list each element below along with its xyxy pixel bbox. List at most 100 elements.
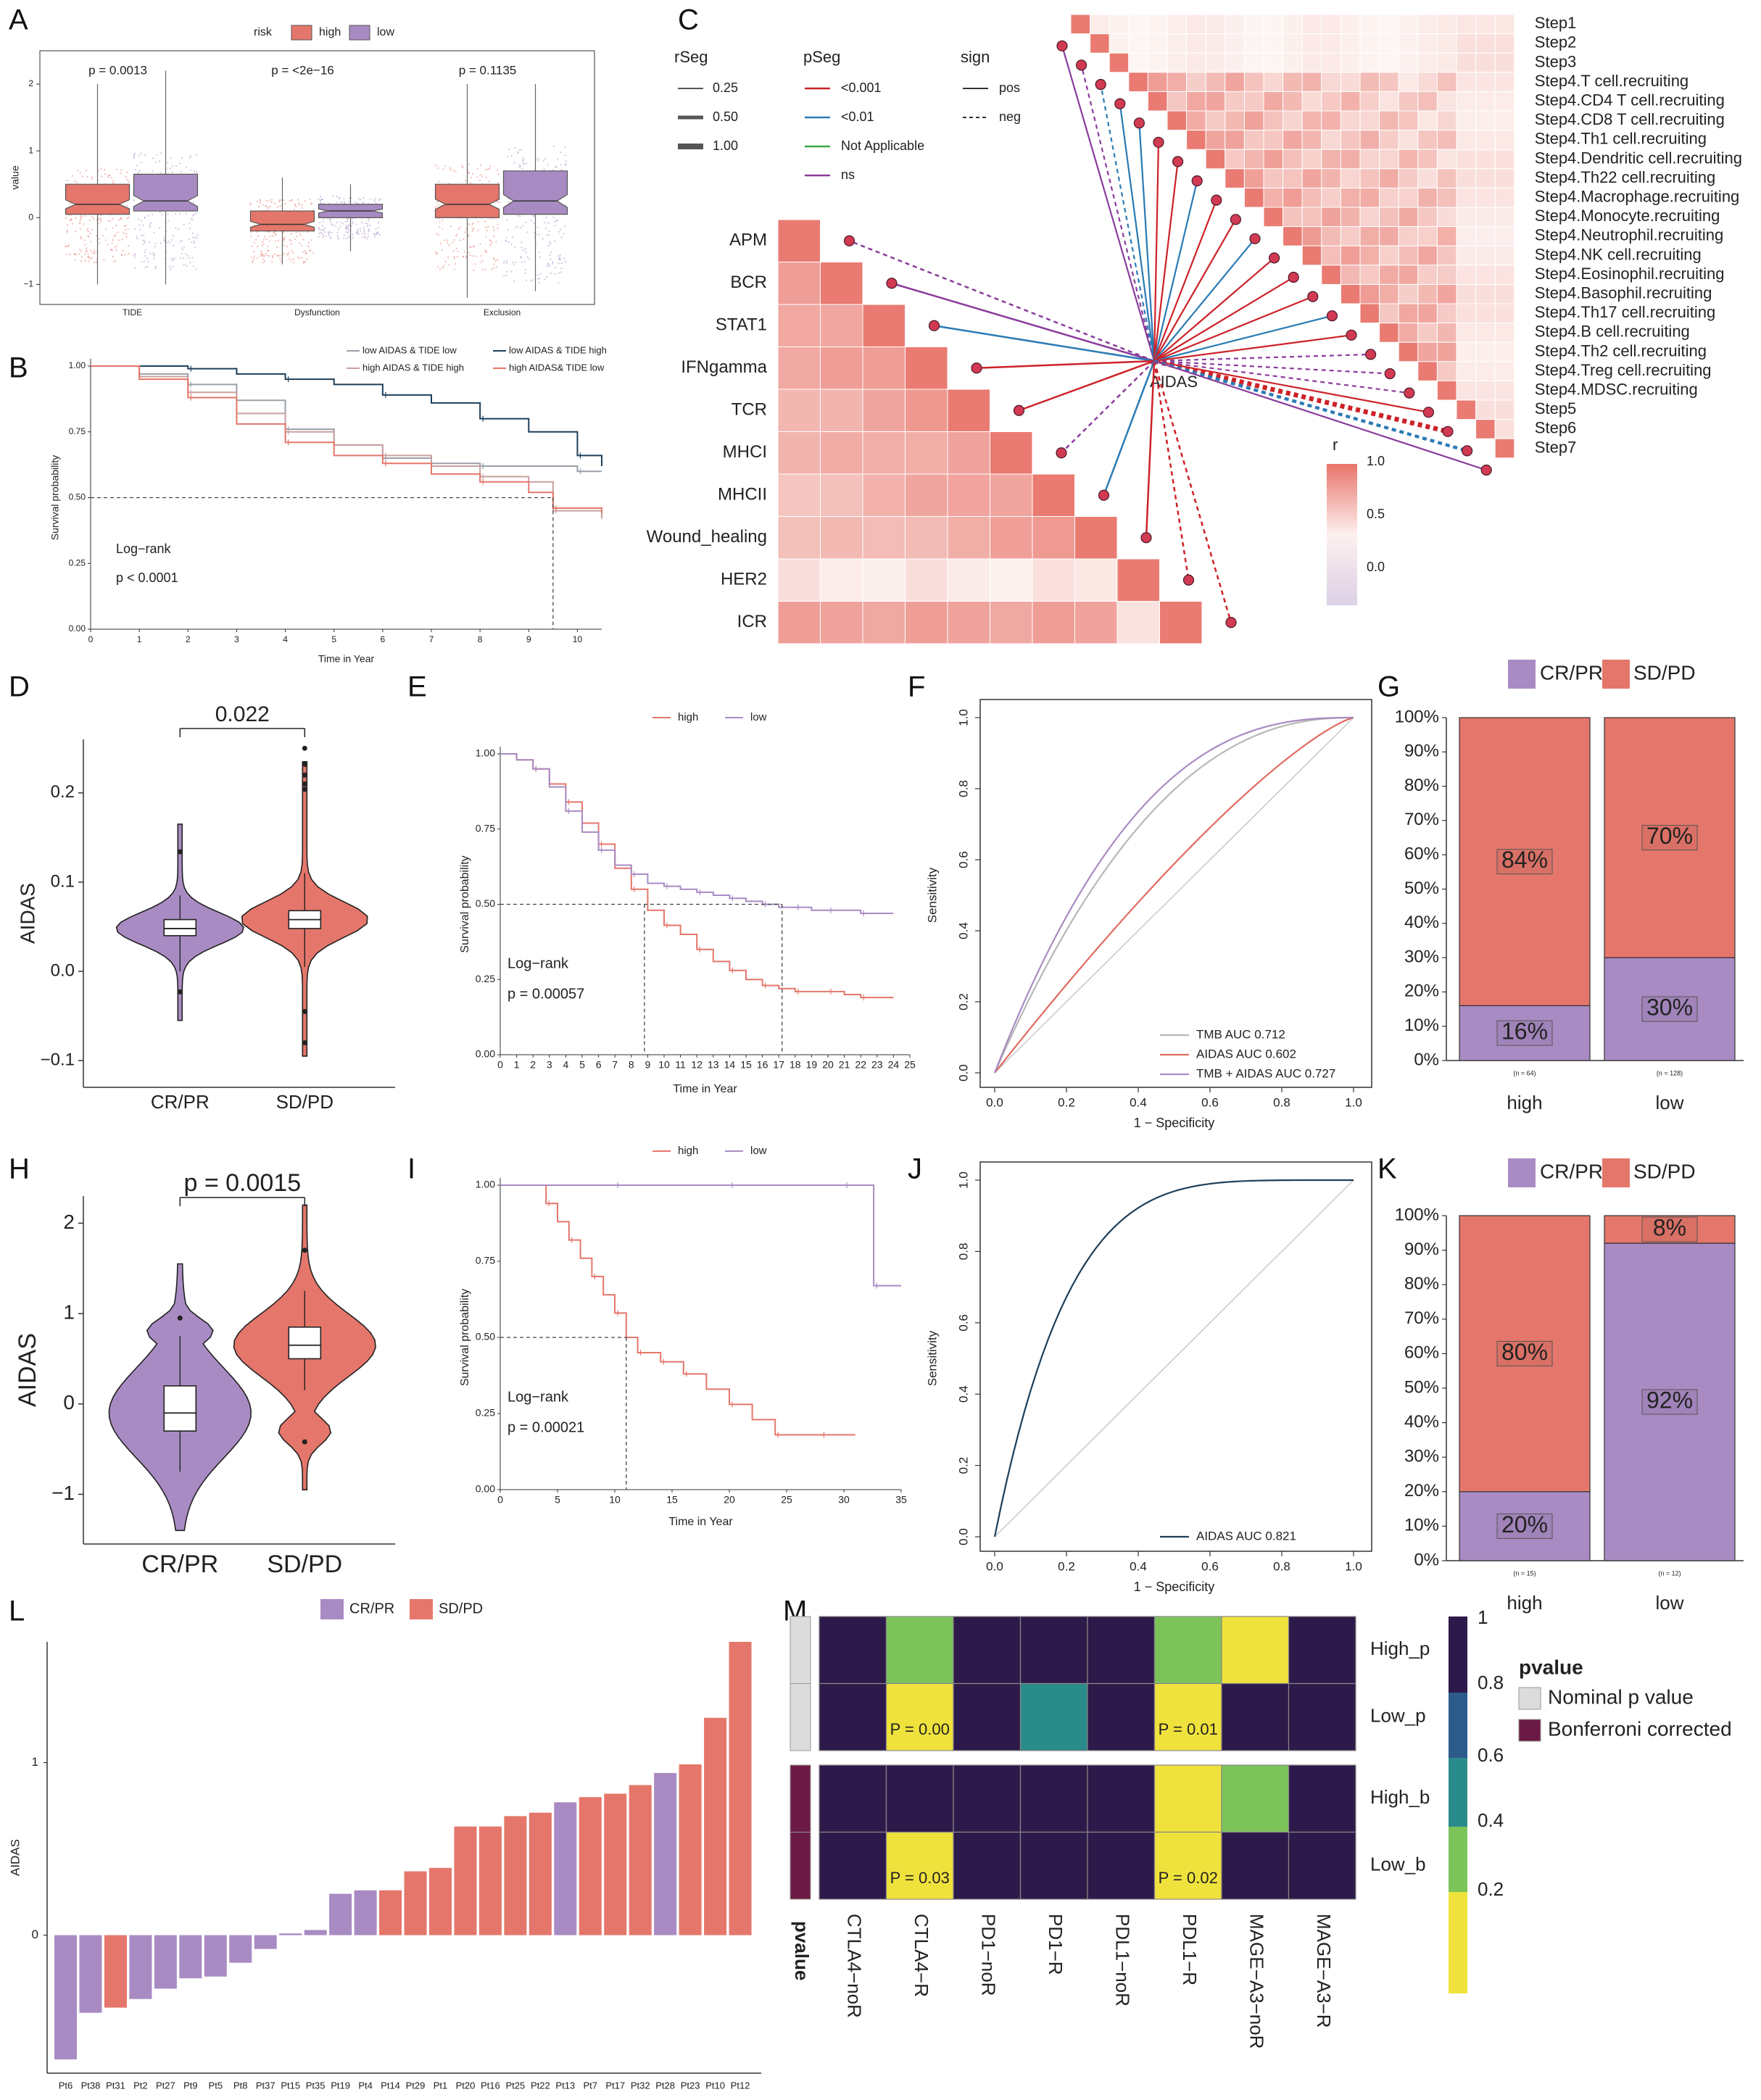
panel-a-jitter-point (328, 234, 330, 236)
panel-a-jitter-point (158, 227, 161, 229)
panel-e-xlabel: Time in Year (673, 1083, 737, 1095)
panel-a-jitter-point (195, 268, 197, 270)
panel-a-jitter-point (193, 242, 195, 244)
panel-f-xtick-label: 0.8 (1273, 1095, 1290, 1109)
panel-a-jitter-point (548, 265, 550, 267)
panel-c-right-cell (1321, 168, 1341, 188)
panel-a-jitter-point (522, 162, 524, 165)
panel-a-jitter-point (277, 239, 280, 242)
panel-c-right-cell (1379, 168, 1399, 188)
panel-c-right-cell (1456, 52, 1477, 73)
panel-c-right-cell (1340, 283, 1361, 304)
panel-a-jitter-point (320, 200, 322, 202)
panel-a-jitter-point (257, 235, 260, 238)
panel-c-right-cell (1475, 33, 1496, 54)
panel-c-right-link-node (1211, 194, 1222, 206)
panel-c-right-cell (1359, 245, 1380, 266)
panel-a-jitter-point (381, 209, 383, 212)
panel-a-jitter-point (146, 257, 149, 260)
panel-a-jitter-point (80, 260, 83, 262)
panel-d-pvalue: 0.022 (215, 702, 270, 726)
panel-m-row-label: High_b (1370, 1786, 1430, 1808)
panel-a-jitter-point (530, 280, 532, 282)
panel-a-jitter-point (508, 148, 510, 151)
panel-c-right-cell (1379, 72, 1399, 92)
panel-a-jitter-point (480, 254, 483, 257)
panel-m-legend-swatch-bonferroni (1518, 1719, 1541, 1742)
panel-c-left-link (849, 240, 1155, 362)
panel-a-jitter-point (195, 212, 197, 215)
panel-a-jitter-point (302, 238, 304, 241)
panel-c-right-cell (1398, 130, 1419, 150)
panel-a-jitter-point (361, 236, 363, 238)
panel-a-jitter-point (120, 217, 122, 220)
panel-d-ylabel: AIDAS (16, 883, 38, 944)
panel-a-jitter-point (251, 245, 253, 247)
panel-a-jitter-point (491, 242, 493, 244)
panel-b-ytick-label: 0.75 (69, 426, 86, 436)
panel-a-jitter-point (269, 235, 271, 237)
panel-a-jitter-point (469, 254, 471, 257)
panel-a-jitter-point (182, 249, 184, 251)
panel-a-jitter-point (133, 155, 136, 157)
panel-a-jitter-point (357, 228, 359, 231)
panel-b-xtick-label: 4 (283, 634, 288, 644)
panel-a-jitter-point (376, 233, 378, 235)
panel-d-xtick-label: SD/PD (276, 1091, 333, 1113)
panel-c-right-cell (1379, 245, 1399, 266)
panel-a-jitter-point (559, 254, 561, 257)
panel-c-left-cell (905, 558, 948, 602)
panel-k-bar-crpr (1459, 1491, 1591, 1561)
panel-a-jitter-point (558, 258, 560, 260)
panel-i-xlabel: Time in Year (668, 1516, 733, 1528)
panel-c-left-label: HER2 (721, 570, 767, 589)
panel-c-right-label: Step5 (1535, 399, 1577, 418)
panel-m-row-annotation (790, 1616, 811, 1684)
panel-a-jitter-point (112, 180, 115, 182)
panel-a-jitter-point (123, 232, 125, 234)
panel-m-col-label: PD1−noR (977, 1914, 999, 1996)
panel-a-jitter-point (484, 169, 487, 171)
panel-e-ytick-label: 0.75 (476, 822, 495, 834)
panel-a-jitter-point (69, 253, 71, 256)
panel-a-jitter-point (323, 231, 326, 233)
panel-c-right-label: Step4.CD8 T cell.recruiting (1535, 110, 1725, 128)
panel-a-jitter-point (178, 228, 180, 231)
panel-c-right-link-node (1288, 271, 1299, 283)
panel-a-jitter-point (179, 257, 181, 260)
panel-i-test-label: Log−rank (507, 1389, 569, 1405)
panel-c-right-cell (1359, 110, 1380, 131)
panel-c-left-link (1103, 360, 1156, 496)
panel-m-colorbar-segment (1449, 1892, 1467, 1993)
panel-c-right-cell (1379, 52, 1399, 73)
panel-a-jitter-point (484, 249, 486, 252)
panel-letter-h: H (9, 1153, 30, 1185)
panel-a-jitter-point (260, 250, 262, 252)
panel-g-ytick-label: 10% (1404, 1016, 1439, 1035)
panel-a-jitter-point (257, 205, 260, 208)
panel-a-jitter-point (65, 245, 67, 247)
panel-a-jitter-point (249, 202, 252, 204)
panel-l-xtick-label: Pt25 (505, 2080, 525, 2091)
panel-a-jitter-point (110, 176, 113, 179)
panel-c-right-cell (1225, 33, 1245, 54)
panel-a-jitter-point (286, 254, 289, 257)
panel-a-jitter-point (554, 220, 556, 223)
panel-a-jitter-point (469, 182, 472, 184)
panel-a-jitter-point (564, 154, 567, 157)
panel-a-jitter-point (506, 270, 508, 273)
panel-a-jitter-point (274, 202, 276, 204)
panel-c-right-cell (1263, 130, 1284, 150)
panel-a-jitter-point (357, 197, 360, 200)
panel-a-jitter-point (347, 230, 349, 232)
panel-l-ytick-label: 1 (32, 1755, 38, 1769)
panel-c-right-cell (1301, 226, 1322, 246)
panel-a-jitter-point (300, 204, 303, 206)
panel-a-jitter-point (441, 249, 444, 251)
panel-a-jitter-point (139, 228, 141, 231)
panel-a-jitter-point (498, 201, 500, 204)
panel-c-right-cell (1225, 149, 1245, 170)
panel-c-right-link (1153, 360, 1409, 394)
panel-c-right-cell (1494, 149, 1515, 170)
panel-a-jitter-point (175, 212, 177, 215)
